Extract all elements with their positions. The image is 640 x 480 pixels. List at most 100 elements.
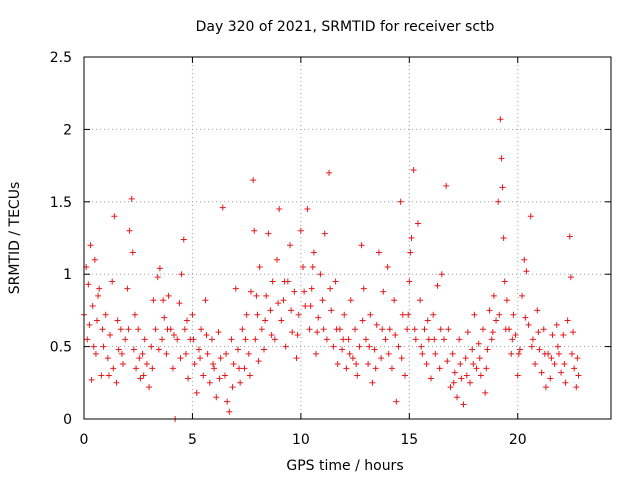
data-point xyxy=(251,227,258,234)
data-point xyxy=(113,379,120,386)
data-point xyxy=(182,350,189,357)
data-point xyxy=(443,182,450,189)
data-point xyxy=(346,350,353,357)
y-tick-label: 1.5 xyxy=(50,195,72,211)
data-point xyxy=(219,204,226,211)
data-point xyxy=(380,288,387,295)
data-point xyxy=(271,336,278,343)
data-point xyxy=(393,398,400,405)
chart-title: Day 320 of 2021, SRMTID for receiver sct… xyxy=(196,19,495,35)
data-point xyxy=(410,166,417,173)
data-point xyxy=(197,355,204,362)
data-point xyxy=(509,336,516,343)
data-point xyxy=(250,177,257,184)
data-point xyxy=(457,360,464,367)
data-point xyxy=(367,311,374,318)
data-point xyxy=(294,332,301,339)
data-point xyxy=(425,336,432,343)
y-tick-label: 0.5 xyxy=(50,340,72,356)
axis-ticks: 0 0.5 1 1.5 2 2.5 0 5 10 15 20 xyxy=(50,50,611,448)
data-point xyxy=(519,292,526,299)
data-point xyxy=(276,206,283,213)
data-point xyxy=(458,375,465,382)
data-point xyxy=(306,326,313,333)
data-point xyxy=(160,297,167,304)
data-point xyxy=(503,297,510,304)
data-point xyxy=(567,274,574,281)
data-point xyxy=(291,288,298,295)
data-point xyxy=(320,326,327,333)
data-point xyxy=(454,394,461,401)
data-point xyxy=(411,326,418,333)
data-point xyxy=(423,360,430,367)
data-point xyxy=(165,292,172,299)
data-point xyxy=(482,389,489,396)
data-point xyxy=(262,317,269,324)
data-point xyxy=(343,365,350,372)
data-point xyxy=(274,256,281,263)
data-point xyxy=(498,155,505,162)
data-point xyxy=(146,384,153,391)
data-point xyxy=(378,355,385,362)
data-point xyxy=(575,372,582,379)
data-point xyxy=(514,372,521,379)
data-point xyxy=(308,285,315,292)
data-point xyxy=(340,336,347,343)
data-point xyxy=(447,384,454,391)
data-point xyxy=(385,350,392,357)
data-point xyxy=(417,297,424,304)
data-point xyxy=(176,300,183,307)
data-point xyxy=(437,326,444,333)
data-point xyxy=(477,372,484,379)
data-point xyxy=(467,379,474,386)
data-point xyxy=(86,321,93,328)
data-point xyxy=(210,360,217,367)
data-point xyxy=(568,350,575,357)
data-point xyxy=(85,281,92,288)
data-point xyxy=(432,350,439,357)
data-point xyxy=(87,242,94,249)
data-point xyxy=(140,372,147,379)
data-point xyxy=(371,346,378,353)
data-point xyxy=(404,326,411,333)
data-point xyxy=(122,336,129,343)
data-point xyxy=(430,311,437,318)
data-point xyxy=(566,233,573,240)
data-point xyxy=(195,346,202,353)
x-tick-label: 5 xyxy=(188,432,197,448)
data-point xyxy=(495,198,502,205)
data-point xyxy=(547,375,554,382)
data-point xyxy=(532,360,539,367)
data-point xyxy=(115,346,122,353)
data-point xyxy=(281,278,288,285)
data-point xyxy=(541,350,548,357)
data-point xyxy=(206,379,213,386)
data-point xyxy=(293,355,300,362)
data-point xyxy=(445,326,452,333)
y-tick-label: 1 xyxy=(63,267,72,283)
data-point xyxy=(436,365,443,372)
data-point xyxy=(202,297,209,304)
data-point xyxy=(213,394,220,401)
data-point xyxy=(427,375,434,382)
data-point xyxy=(129,249,136,256)
data-point xyxy=(275,300,282,307)
data-point xyxy=(232,285,239,292)
data-point xyxy=(512,332,519,339)
x-tick-label: 20 xyxy=(509,432,527,448)
data-point xyxy=(375,249,382,256)
data-point xyxy=(280,297,287,304)
data-point xyxy=(421,326,428,333)
data-point xyxy=(256,263,263,270)
data-point xyxy=(528,343,535,350)
x-tick-label: 0 xyxy=(80,432,89,448)
data-point xyxy=(261,346,268,353)
data-point xyxy=(353,360,360,367)
data-point xyxy=(326,169,333,176)
y-tick-label: 0 xyxy=(63,412,72,428)
data-point xyxy=(309,263,316,270)
data-point xyxy=(406,278,413,285)
data-point xyxy=(469,346,476,353)
data-point xyxy=(484,346,491,353)
data-point xyxy=(328,307,335,314)
